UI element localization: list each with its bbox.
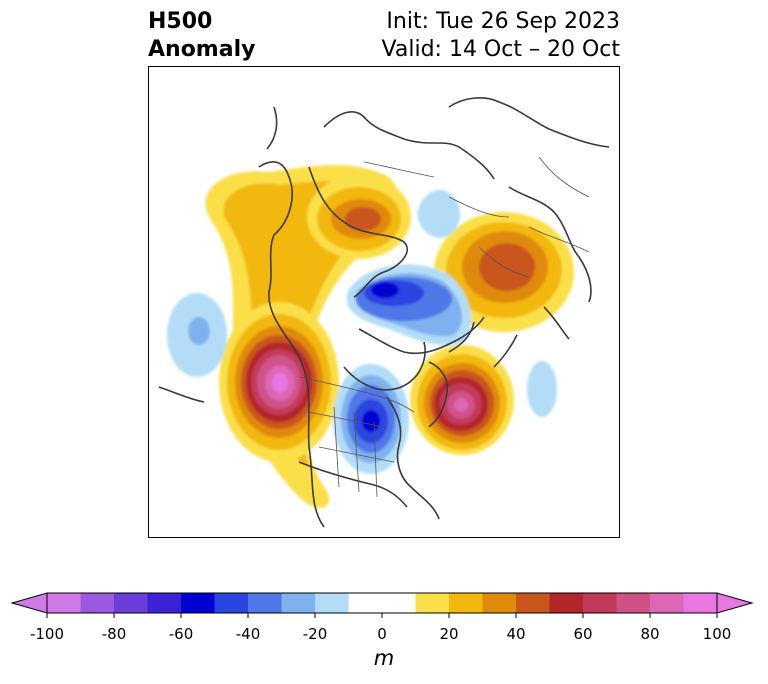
colorbar-segment (415, 593, 450, 613)
colorbar-segment (549, 593, 584, 613)
colorbar-tick-label: 40 (506, 625, 526, 643)
colorbar (10, 592, 754, 618)
colorbar-unit-label: m (373, 646, 395, 670)
title-variable: H500 (148, 9, 213, 34)
colorbar-segment (616, 593, 651, 613)
colorbar-tick-label: 0 (377, 625, 387, 643)
colorbar-segment (482, 593, 517, 613)
init-date: Init: Tue 26 Sep 2023 (386, 9, 620, 34)
colorbar-segment (214, 593, 249, 613)
colorbar-extend-low (10, 592, 48, 614)
colorbar-tick-label: -80 (101, 625, 127, 643)
coastlines (158, 97, 610, 528)
anomaly-fill (167, 165, 574, 508)
chart-title-right: Init: Tue 26 Sep 2023 Valid: 14 Oct – 20… (382, 8, 620, 64)
colorbar-tick-label: 100 (702, 625, 732, 643)
colorbar-segment (47, 593, 81, 613)
colorbar-tick-label: 80 (640, 625, 660, 643)
political-borders (298, 156, 590, 498)
colorbar-segment (114, 593, 148, 613)
map-svg (158, 97, 610, 528)
colorbar-segment (248, 593, 282, 613)
colorbar-segment (683, 593, 718, 613)
anomaly-map (148, 66, 620, 538)
colorbar-tick-label: -100 (29, 625, 65, 643)
colorbar-segment (80, 593, 115, 613)
colorbar-segment (348, 593, 383, 613)
colorbar-segment (281, 593, 316, 613)
title-field: Anomaly (148, 37, 256, 62)
colorbar-tick-label: -20 (302, 625, 328, 643)
colorbar-segment (516, 593, 550, 613)
colorbar-tick-label: -40 (235, 625, 261, 643)
colorbar-segment (650, 593, 684, 613)
colorbar-tick-label: 20 (439, 625, 459, 643)
chart-title-left: H500 Anomaly (148, 8, 255, 64)
colorbar-segment (147, 593, 182, 613)
colorbar-segment (449, 593, 483, 613)
colorbar-segment (382, 593, 416, 613)
colorbar-extend-high (716, 592, 754, 614)
colorbar-segment (315, 593, 349, 613)
colorbar-tick-label: -60 (168, 625, 194, 643)
colorbar-segment (181, 593, 215, 613)
colorbar-segment (583, 593, 617, 613)
colorbar-tick-label: 60 (573, 625, 593, 643)
valid-range: Valid: 14 Oct – 20 Oct (381, 37, 620, 62)
